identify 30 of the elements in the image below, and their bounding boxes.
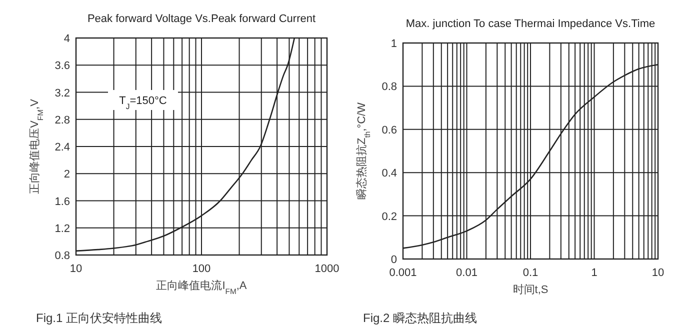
y-tick-label: 0.6	[382, 124, 397, 136]
caption: Fig.2 瞬态热阻抗曲线	[363, 311, 478, 325]
x-tick-label: 100	[192, 263, 211, 275]
chart-title: Max. junction To case Thermai Impedance Vs.Time	[406, 18, 656, 30]
y-tick-label: 0.4	[382, 168, 397, 180]
x-tick-label: 10	[652, 267, 664, 279]
y-tick-label: 2.4	[54, 142, 70, 154]
y-tick-label: 2.8	[54, 114, 70, 126]
x-tick-label: 0.001	[389, 267, 417, 279]
y-tick-label: 4	[64, 33, 70, 45]
y-tick-label: 2	[64, 168, 70, 181]
y-tick-label: 0.8	[382, 81, 397, 94]
x-tick-label: 0.01	[456, 267, 478, 279]
x-tick-label: 1000	[314, 263, 340, 275]
y-tick-label: 0.8	[54, 250, 70, 262]
x-tick-label: 1	[591, 267, 598, 279]
chart-title: Peak forward Voltage Vs.Peak forward Current	[87, 13, 316, 25]
y-tick-label: 3.6	[54, 60, 70, 72]
y-tick-label: 3.2	[54, 87, 70, 100]
y-tick-label: 0	[390, 254, 397, 266]
caption: Fig.1 正向伏安特性曲线	[36, 311, 162, 325]
y-tick-label: 0.2	[382, 210, 397, 223]
x-tick-label: 10	[70, 263, 82, 275]
x-axis-title: 正向峰值电流I$_{FM}$,A	[156, 279, 248, 296]
y-tick-label: 1	[390, 38, 397, 50]
x-tick-label: 0.1	[522, 267, 538, 279]
y-tick-label: 1.6	[54, 196, 70, 208]
y-tick-label: 1.2	[54, 222, 70, 235]
x-axis-title: 时间t,S	[512, 283, 548, 296]
annotation: T$_{J}$=150°C	[119, 95, 167, 110]
